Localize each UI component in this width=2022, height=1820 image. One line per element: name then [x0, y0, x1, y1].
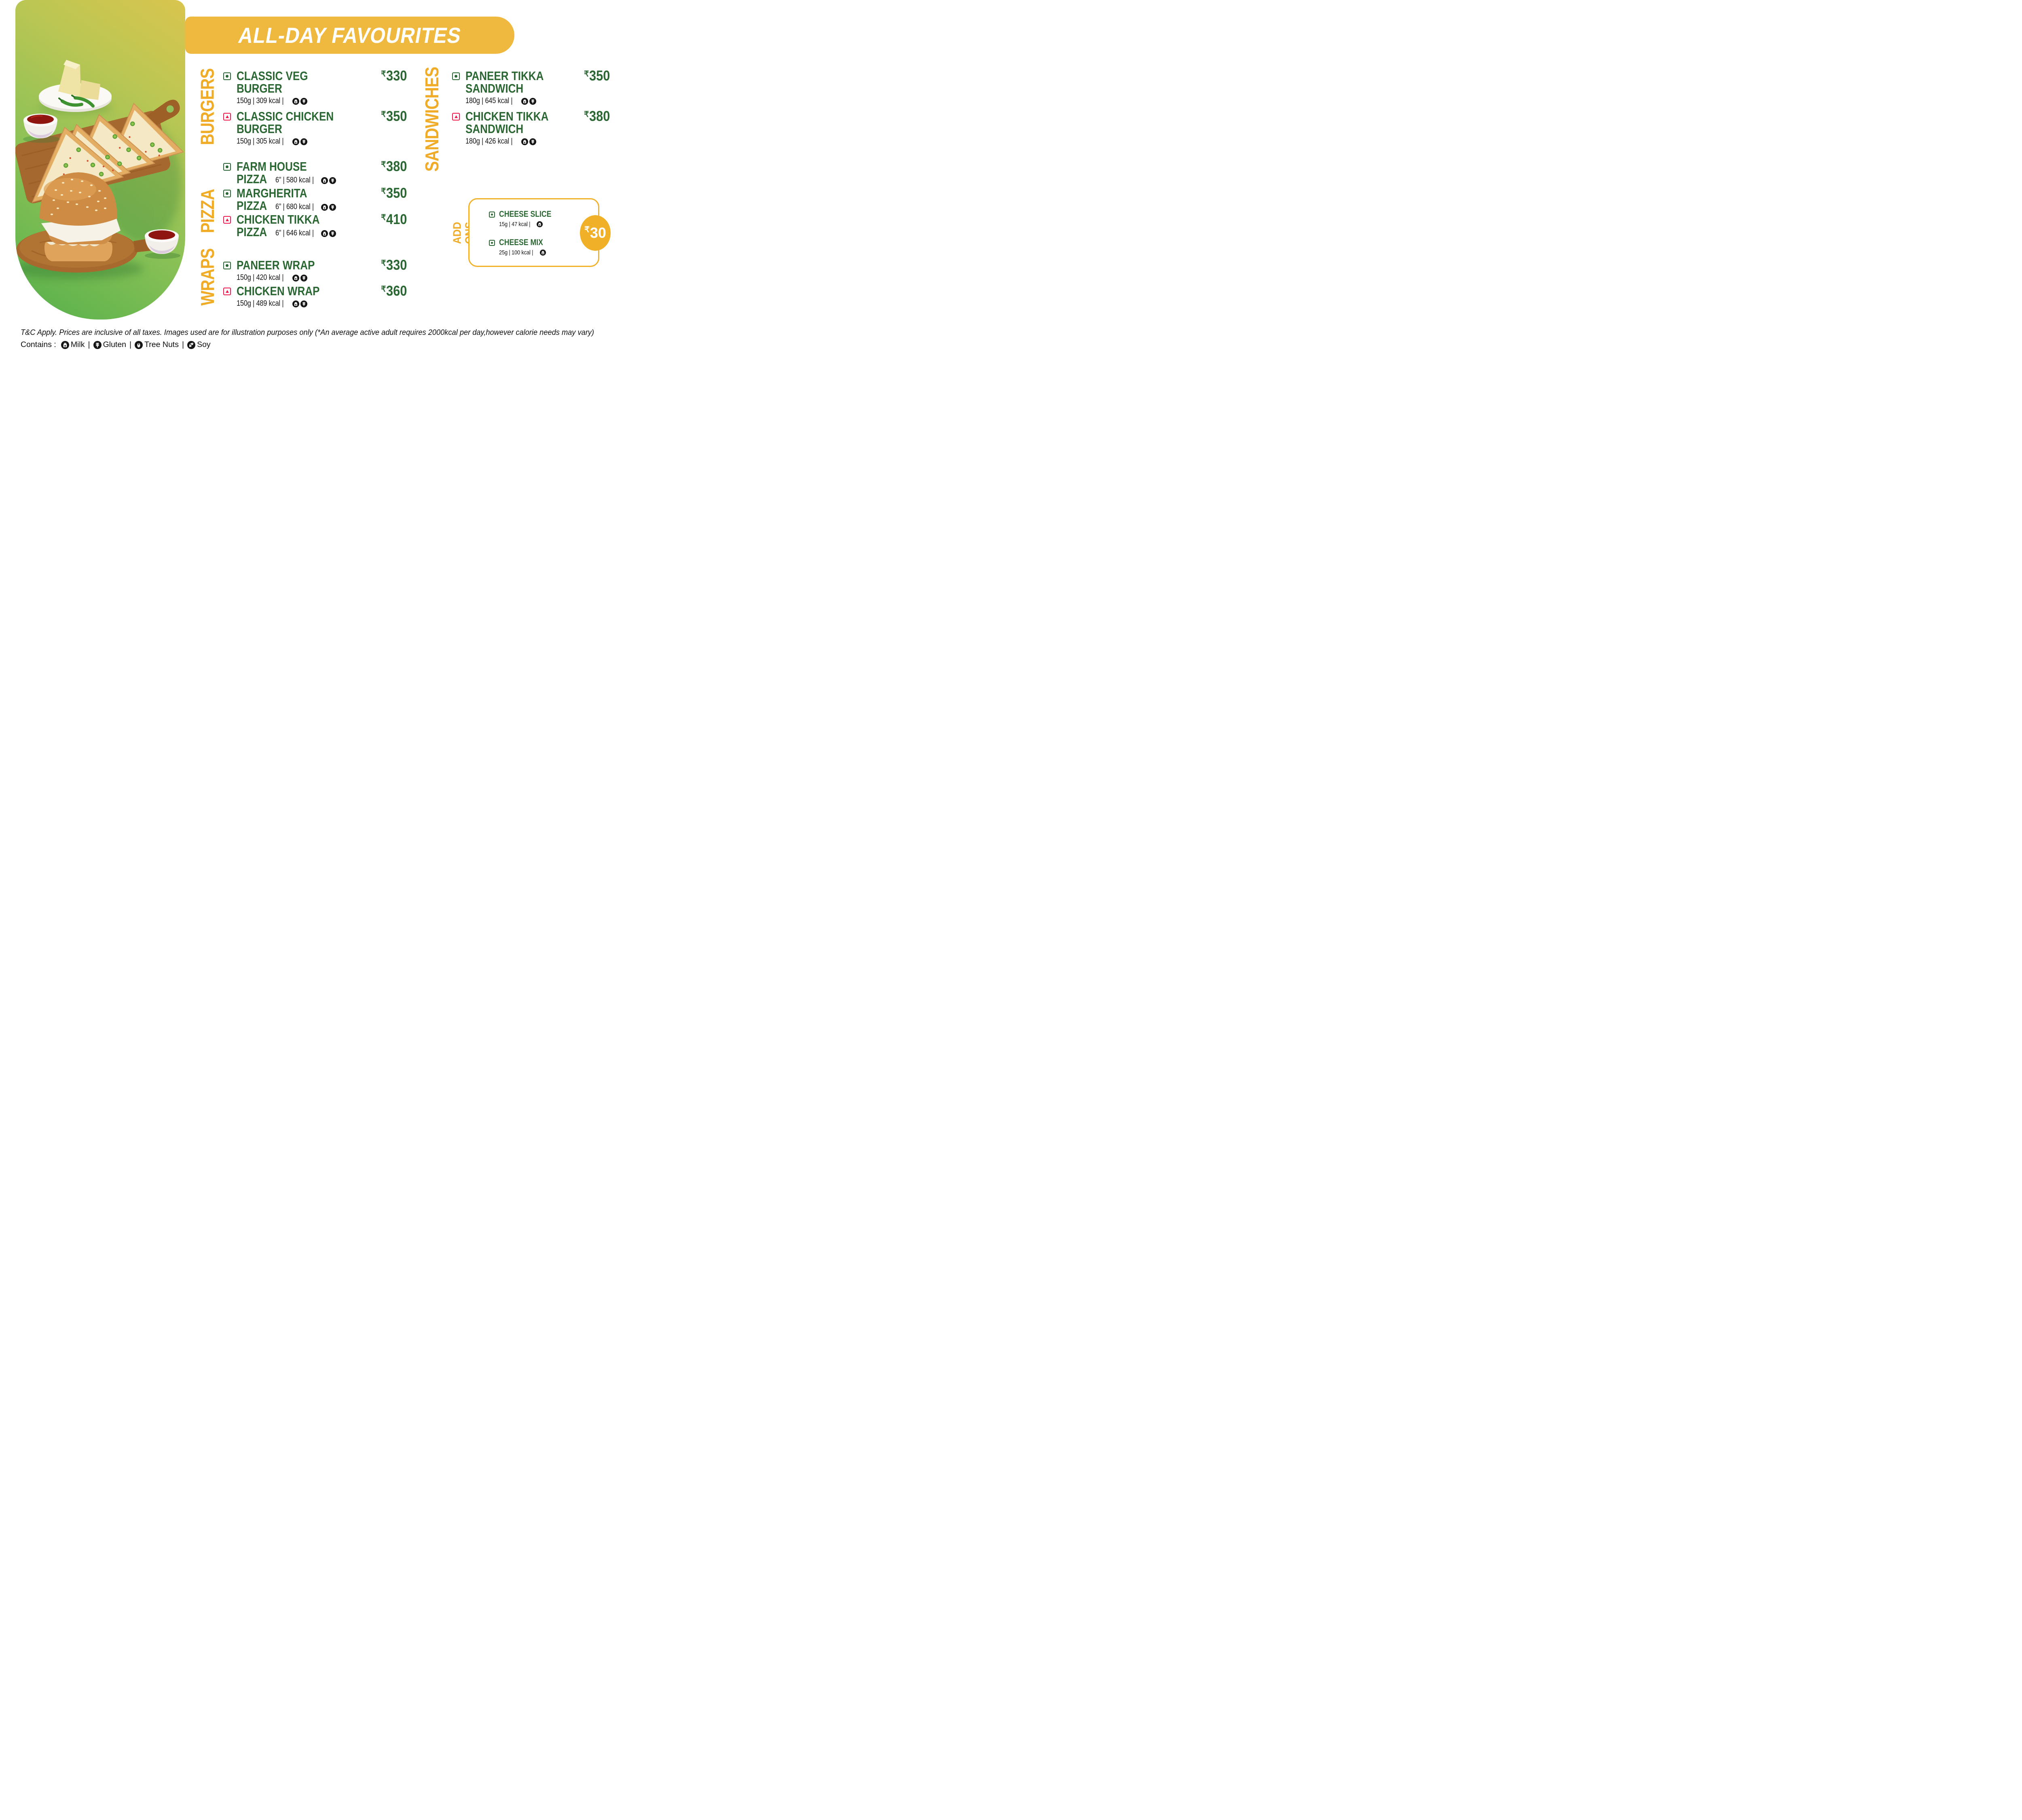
addon-item-cheese-mix: CHEESE MIX 25g | 100 kcal |: [489, 238, 552, 256]
milk-icon: [292, 274, 300, 281]
veg-icon: [223, 72, 231, 80]
title-banner: ALL-DAY FAVOURITES: [185, 17, 514, 54]
gluten-icon: [93, 341, 102, 349]
milk-icon: [292, 138, 300, 145]
veg-icon: [489, 212, 495, 218]
veg-icon: [223, 190, 231, 197]
food-illustration: [15, 60, 184, 279]
veg-icon: [223, 262, 231, 269]
sauce-bowl: [145, 229, 180, 259]
milk-icon: [521, 138, 529, 145]
menu-item-paneer-tikka-sandwich: PANEER TIKKA SANDWICH 180g | 645 kcal |: [452, 70, 558, 106]
allergen-legend: Contains : Milk | Gluten | Tree Nuts | S…: [21, 340, 211, 349]
milk-icon: [292, 300, 300, 307]
gluten-icon: [529, 138, 537, 145]
hero-panel: [15, 0, 185, 320]
milk-icon: [61, 341, 69, 349]
price: ₹380: [381, 159, 407, 174]
non-veg-icon: [223, 288, 231, 295]
milk-icon: [540, 250, 546, 256]
menu-item-classic-chicken-burger: CLASSIC CHICKEN BURGER 150g | 305 kcal |: [223, 110, 352, 146]
gluten-icon: [300, 300, 308, 307]
terms-note: T&C Apply. Prices are inclusive of all t…: [21, 328, 594, 337]
price: ₹380: [584, 108, 610, 124]
tomato-bits: [63, 136, 160, 176]
veg-icon: [223, 163, 231, 171]
price: ₹330: [381, 68, 407, 84]
non-veg-icon: [223, 216, 231, 224]
gluten-icon: [300, 274, 308, 281]
gluten-icon: [529, 97, 537, 105]
burger-photo: [15, 172, 180, 279]
milk-icon: [321, 177, 328, 184]
milk-icon: [536, 221, 543, 227]
menu-poster: ALL-DAY FAVOURITES BURGERS PIZZA WRAPS S…: [0, 0, 647, 364]
cheese-plate-photo: [38, 60, 112, 114]
addon-item-cheese-slice: CHEESE SLICE 15g | 47 kcal |: [489, 210, 561, 228]
non-veg-icon: [223, 113, 231, 121]
gluten-icon: [300, 138, 308, 145]
menu-item-margherita-pizza: MARGHERITA PIZZA 6” | 680 kcal |: [223, 187, 336, 212]
legend-label: Gluten: [103, 340, 127, 349]
non-veg-icon: [452, 113, 460, 121]
bun-bottom: [44, 242, 112, 261]
page-title: ALL-DAY FAVOURITES: [236, 23, 463, 48]
menu-item-paneer-wrap: PANEER WRAP 150g | 420 kcal |: [223, 259, 330, 282]
sesame-seeds: [50, 179, 107, 215]
price: ₹360: [381, 283, 407, 299]
green-chilies: [61, 96, 95, 108]
pizza-board-photo: [15, 99, 184, 203]
price: ₹410: [381, 212, 407, 227]
gluten-icon: [329, 203, 336, 211]
tree-nuts-icon: [135, 341, 143, 349]
cheese-wedge: [79, 80, 100, 100]
milk-icon: [292, 97, 300, 105]
soy-icon: [187, 341, 196, 349]
gluten-icon: [300, 97, 308, 105]
price: ₹350: [584, 68, 610, 84]
menu-item-classic-veg-burger: CLASSIC VEG BURGER 150g | 309 kcal |: [223, 70, 321, 106]
price: ₹350: [381, 108, 407, 124]
veg-icon: [489, 240, 495, 246]
menu-item-chicken-tikka-pizza: CHICKEN TIKKA PIZZA 6” | 646 kcal |: [223, 213, 336, 239]
gluten-icon: [329, 230, 336, 237]
milk-icon: [321, 203, 328, 211]
contains-label: Contains :: [21, 340, 56, 349]
menu-item-chicken-wrap: CHICKEN WRAP 150g | 489 kcal |: [223, 285, 336, 308]
gluten-icon: [329, 177, 336, 184]
menu-item-chicken-tikka-sandwich: CHICKEN TIKKA SANDWICH 180g | 426 kcal |: [452, 110, 565, 146]
legend-label: Soy: [197, 340, 211, 349]
addons-price-badge: ₹30: [580, 215, 611, 251]
legend-label: Milk: [70, 340, 85, 349]
menu-item-farm-house-pizza: FARM HOUSE PIZZA 6” | 580 kcal |: [223, 160, 336, 186]
add-ons-box: CHEESE SLICE 15g | 47 kcal | CHEESE MIX …: [468, 198, 599, 267]
price: ₹330: [381, 257, 407, 273]
legend-label: Tree Nuts: [144, 340, 179, 349]
price: ₹350: [381, 185, 407, 201]
milk-icon: [521, 97, 529, 105]
milk-icon: [321, 230, 328, 237]
sauce-bowl: [23, 114, 59, 143]
cheese-wedge: [58, 60, 81, 97]
veg-icon: [452, 72, 460, 80]
